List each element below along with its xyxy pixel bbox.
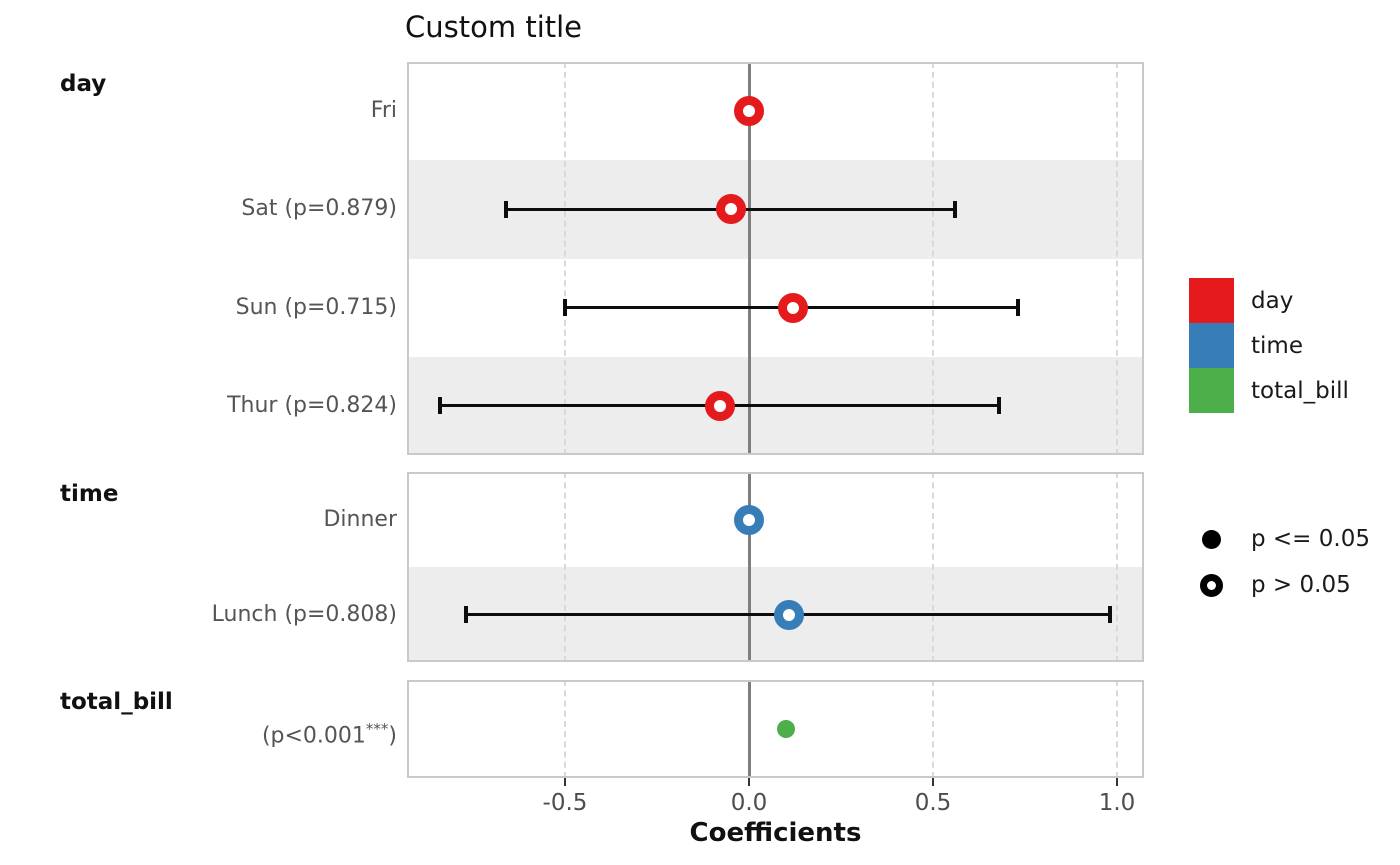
x-tick-label: -0.5 — [542, 790, 588, 816]
legend-significance: p <= 0.05 p > 0.05 — [1189, 516, 1370, 608]
legend-item-not-significant: p > 0.05 — [1189, 562, 1370, 608]
gridline — [932, 472, 934, 662]
zero-line — [747, 472, 751, 662]
point-marker-open — [774, 599, 805, 630]
gridline — [564, 472, 566, 662]
point-marker-open — [715, 194, 746, 225]
x-axis-label: Coefficients — [689, 818, 862, 848]
x-tick-mark — [748, 778, 750, 786]
gridline — [1116, 680, 1118, 778]
gridline — [1116, 62, 1118, 455]
point-marker-open — [704, 390, 735, 421]
error-bar-cap — [1015, 299, 1020, 317]
zero-line — [747, 680, 751, 778]
open-dot-icon — [1200, 573, 1223, 597]
panel-total_bill — [407, 680, 1144, 778]
x-tick-label: 1.0 — [1098, 790, 1136, 816]
point-marker-open — [734, 96, 764, 127]
row-label: (p<0.001***) — [261, 720, 397, 749]
row-label: Lunch (p=0.808) — [211, 601, 397, 627]
row-label: Thur (p=0.824) — [227, 392, 397, 418]
point-marker-filled — [776, 720, 795, 738]
legend-swatch-time — [1189, 323, 1234, 368]
panel-day — [407, 62, 1144, 455]
gridline — [564, 62, 566, 455]
x-tick-label: 0.0 — [730, 790, 768, 816]
x-tick-mark — [1116, 778, 1118, 786]
x-tick-label: 0.5 — [914, 790, 952, 816]
point-marker-open — [778, 292, 809, 323]
legend-label-significant: p <= 0.05 — [1251, 526, 1370, 552]
gridline — [564, 680, 566, 778]
row-label: Dinner — [323, 506, 397, 532]
legend-item-time: time — [1189, 323, 1349, 368]
gridline — [932, 62, 934, 455]
x-tick-mark — [564, 778, 566, 786]
x-tick-mark — [932, 778, 934, 786]
error-bar-cap — [437, 397, 442, 415]
error-bar-cap — [504, 200, 509, 218]
panel-time — [407, 472, 1144, 662]
panel-header-time: time — [60, 481, 119, 507]
row-label: Sat (p=0.879) — [241, 196, 397, 222]
legend-label-total-bill: total_bill — [1251, 377, 1349, 404]
legend-swatch-day — [1189, 278, 1234, 323]
error-bar-cap — [1107, 606, 1112, 623]
row-label: Sun (p=0.715) — [235, 294, 397, 320]
legend-label-time: time — [1251, 332, 1303, 359]
legend-swatch-total-bill — [1189, 368, 1234, 413]
zero-line — [747, 62, 751, 455]
gridline — [1116, 472, 1118, 662]
legend-label-not-significant: p > 0.05 — [1251, 572, 1351, 598]
filled-dot-icon — [1202, 529, 1221, 549]
panel-header-day: day — [60, 71, 107, 97]
point-marker-open — [734, 504, 764, 535]
row-label: Fri — [370, 98, 397, 124]
error-bar-cap — [953, 200, 958, 218]
legend-label-day: day — [1251, 287, 1294, 314]
legend-item-significant: p <= 0.05 — [1189, 516, 1370, 562]
error-bar-cap — [997, 397, 1002, 415]
legend-variables: day time total_bill — [1189, 278, 1349, 413]
gridline — [932, 680, 934, 778]
legend-item-total-bill: total_bill — [1189, 368, 1349, 413]
panel-header-total_bill: total_bill — [60, 689, 173, 715]
error-bar-cap — [463, 606, 468, 623]
chart-title: Custom title — [405, 10, 583, 44]
legend-item-day: day — [1189, 278, 1349, 323]
error-bar-cap — [563, 299, 567, 317]
panel-border — [407, 680, 1144, 778]
